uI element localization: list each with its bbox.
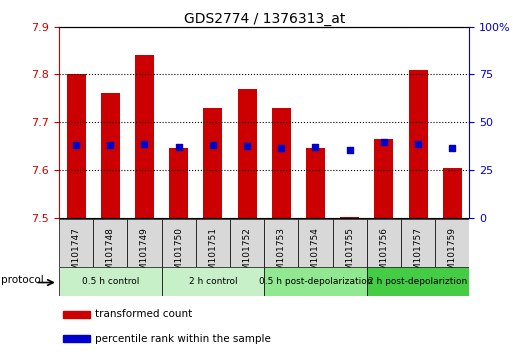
Bar <box>264 219 299 267</box>
Bar <box>238 88 256 218</box>
Bar <box>59 267 162 296</box>
Bar <box>409 69 427 218</box>
Point <box>448 145 457 151</box>
Text: protocol: protocol <box>1 275 44 285</box>
Bar <box>204 108 222 218</box>
Text: GSM101756: GSM101756 <box>380 227 388 282</box>
Bar <box>367 267 469 296</box>
Bar <box>101 93 120 218</box>
Text: GSM101751: GSM101751 <box>208 227 218 282</box>
Point <box>346 148 354 153</box>
Text: GSM101753: GSM101753 <box>277 227 286 282</box>
Bar <box>93 219 127 267</box>
Bar <box>59 219 93 267</box>
Point <box>141 141 149 147</box>
Bar <box>340 217 359 218</box>
Bar <box>162 267 264 296</box>
Bar <box>306 148 325 218</box>
Point <box>106 142 114 148</box>
Point <box>72 142 80 148</box>
Text: GSM101750: GSM101750 <box>174 227 183 282</box>
Bar <box>63 311 90 318</box>
Bar <box>401 219 435 267</box>
Text: GSM101757: GSM101757 <box>413 227 423 282</box>
Bar <box>299 219 332 267</box>
Text: GSM101747: GSM101747 <box>72 227 81 281</box>
Text: GSM101752: GSM101752 <box>243 227 251 281</box>
Text: 0.5 h post-depolarization: 0.5 h post-depolarization <box>259 276 372 286</box>
Bar <box>332 219 367 267</box>
Point <box>311 145 320 150</box>
Point <box>209 142 217 148</box>
Text: 2 h control: 2 h control <box>189 276 237 286</box>
Text: GSM101754: GSM101754 <box>311 227 320 281</box>
Text: GSM101749: GSM101749 <box>140 227 149 281</box>
Point <box>414 141 422 147</box>
Text: 2 h post-depolariztion: 2 h post-depolariztion <box>368 276 468 286</box>
Bar <box>196 219 230 267</box>
Bar <box>443 167 462 218</box>
Bar <box>169 148 188 218</box>
Text: GSM101755: GSM101755 <box>345 227 354 282</box>
Point <box>277 145 285 151</box>
Bar <box>230 219 264 267</box>
Point <box>174 144 183 150</box>
Text: 0.5 h control: 0.5 h control <box>82 276 139 286</box>
Bar <box>272 108 291 218</box>
Text: transformed count: transformed count <box>95 309 192 320</box>
Bar <box>435 219 469 267</box>
Bar <box>374 139 393 218</box>
Bar <box>162 219 196 267</box>
Bar <box>135 55 154 218</box>
Point <box>380 139 388 144</box>
Text: GSM101748: GSM101748 <box>106 227 115 281</box>
Bar <box>127 219 162 267</box>
Bar <box>63 335 90 342</box>
Title: GDS2774 / 1376313_at: GDS2774 / 1376313_at <box>184 12 345 25</box>
Text: GSM101759: GSM101759 <box>448 227 457 282</box>
Text: percentile rank within the sample: percentile rank within the sample <box>95 333 271 344</box>
Point <box>243 143 251 148</box>
Bar <box>264 267 367 296</box>
Bar <box>367 219 401 267</box>
Bar <box>67 74 86 218</box>
